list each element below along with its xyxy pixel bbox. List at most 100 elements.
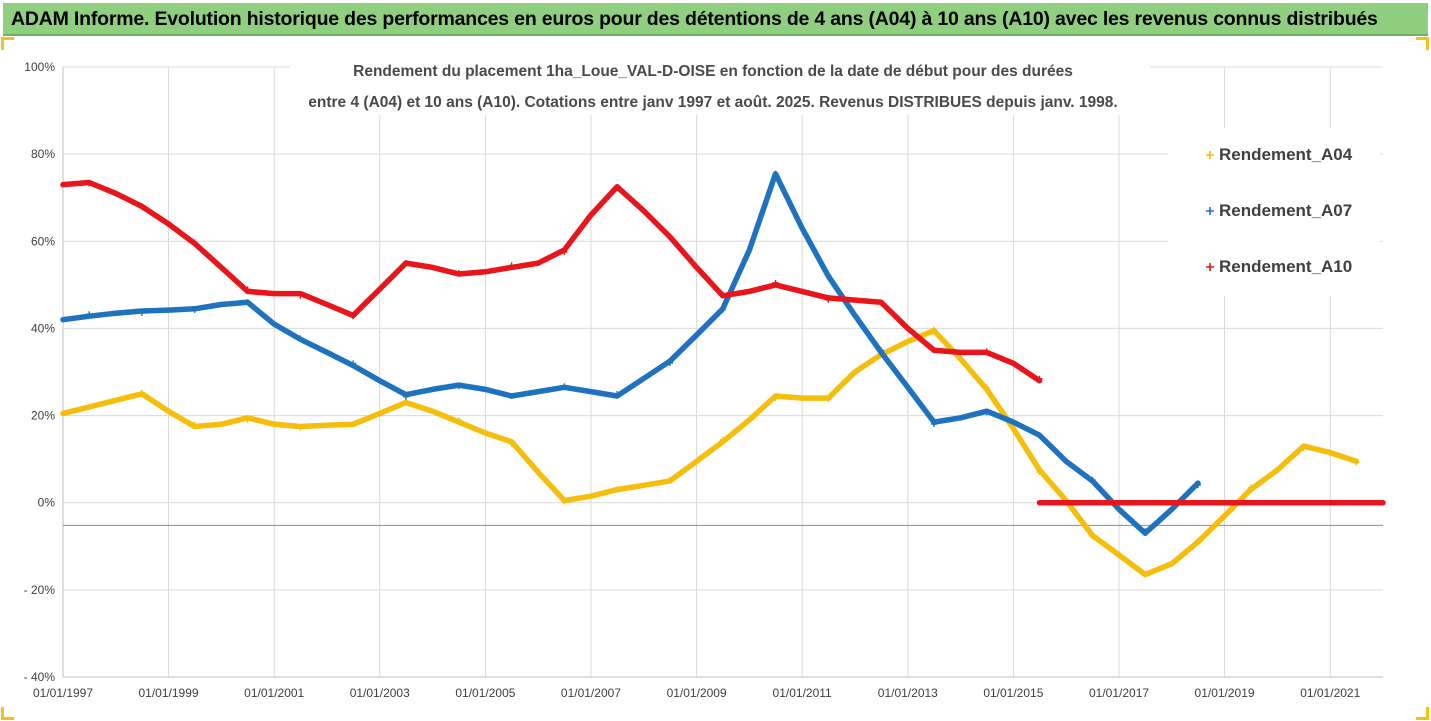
data-point-marker [667,476,674,483]
data-point-marker [191,239,198,246]
data-point-marker [878,300,885,307]
data-point-marker [455,417,462,424]
data-point-marker [772,394,779,401]
data-point-marker [1300,445,1307,452]
series-line [60,179,1043,384]
data-point-marker [297,292,304,299]
legend-background [1168,128,1380,296]
data-point-marker [719,291,726,298]
data-point-marker [1247,484,1254,491]
x-tick-label: 01/01/2007 [561,686,621,700]
data-point-marker [983,384,990,391]
data-point-marker [719,306,726,313]
data-point-marker [1142,571,1149,578]
data-point-marker [508,392,515,399]
x-tick-label: 01/01/2013 [878,686,938,700]
data-point-marker [825,396,832,403]
chart-title-line-1: Rendement du placement 1ha_Loue_VAL-D-OI… [353,63,1073,80]
data-point-marker [1194,482,1201,489]
data-point-marker [561,383,568,390]
data-point-marker [772,170,779,177]
data-point-marker [86,403,93,410]
y-tick-label: 80% [31,147,55,161]
data-point-marker [614,390,621,397]
series-rendement-a07 [60,170,1201,536]
series-rendement-a10 [60,179,1043,384]
data-point-marker [1142,528,1149,535]
data-point-marker [350,360,357,367]
data-point-marker [719,436,726,443]
x-tick-label: 01/01/2005 [455,686,515,700]
data-point-marker [455,383,462,390]
data-point-marker [508,440,515,447]
chart-legend: Rendement_A04 Rendement_A07 Rendement_A10 [1168,128,1380,296]
data-point-marker [86,311,93,318]
frame-corner [1,707,14,720]
legend-label: Rendement_A07 [1219,201,1352,220]
data-point-marker [930,421,937,428]
data-point-marker [1036,375,1043,382]
x-tick-label: 01/01/2003 [350,686,410,700]
series-line [60,171,1201,536]
y-tick-label: - 20% [24,583,56,597]
legend-item: Rendement_A07 [1206,201,1352,220]
legend-item: Rendement_A10 [1206,257,1352,276]
chart-axes: 100% 80% 60% 40% 20% 0% - 20% - 40% 01/01/1997 01… [24,60,1383,700]
legend-marker [1206,263,1214,271]
data-point-marker [508,262,515,269]
y-tick-label: 0% [38,496,56,510]
data-point-marker [561,498,568,505]
y-tick-label: 60% [31,234,55,248]
data-point-marker [138,310,145,316]
data-point-marker [561,249,568,255]
data-point-marker [350,313,357,320]
data-point-marker [1089,476,1096,483]
data-point-marker [667,233,674,240]
chart-series [60,170,1386,578]
data-point-marker [297,424,304,431]
legend-label: Rendement_A04 [1219,145,1353,164]
banner-title: ADAM Informe. Evolution historique des p… [3,3,1428,36]
data-point-marker [1036,469,1043,476]
legend-item: Rendement_A04 [1206,145,1353,164]
data-point-marker [1089,533,1096,540]
data-point-marker [244,299,251,306]
y-tick-label: 100% [24,60,55,74]
x-tick-label: 01/01/2019 [1195,686,1255,700]
data-point-marker [667,360,674,367]
data-point-marker [614,184,621,191]
data-point-marker [1353,459,1360,466]
data-point-marker [191,306,198,313]
series-rendement-a04 [60,326,1360,578]
series-line [60,327,1360,578]
data-point-marker [86,180,93,187]
chart-title-line-2: entre 4 (A04) et 10 ans (A10). Cotations… [308,94,1117,111]
data-point-marker [244,416,251,423]
data-point-marker [455,269,462,276]
data-point-marker [297,335,304,342]
data-point-marker [138,203,145,210]
data-point-marker [402,260,409,267]
data-point-marker [244,286,251,293]
x-tick-label: 01/01/2009 [667,686,727,700]
data-point-marker [983,409,990,416]
x-tick-label: 01/01/1999 [138,686,198,700]
data-point-marker [772,279,779,286]
data-point-marker [825,296,832,303]
x-tick-label: 01/01/2017 [1089,686,1149,700]
data-point-marker [930,326,937,333]
x-tick-label: 01/01/1997 [33,686,93,700]
data-point-marker [878,347,885,354]
data-point-marker [138,389,145,396]
x-tick-label: 01/01/2001 [244,686,304,700]
data-point-marker [614,486,621,493]
x-tick-label: 01/01/2011 [773,686,832,700]
data-point-marker [1036,432,1043,439]
data-point-marker [930,347,937,354]
data-point-marker [1194,537,1201,544]
legend-marker [1206,151,1214,159]
data-point-marker [983,348,990,355]
legend-label: Rendement_A10 [1219,257,1352,276]
frame-corner [1,37,14,50]
